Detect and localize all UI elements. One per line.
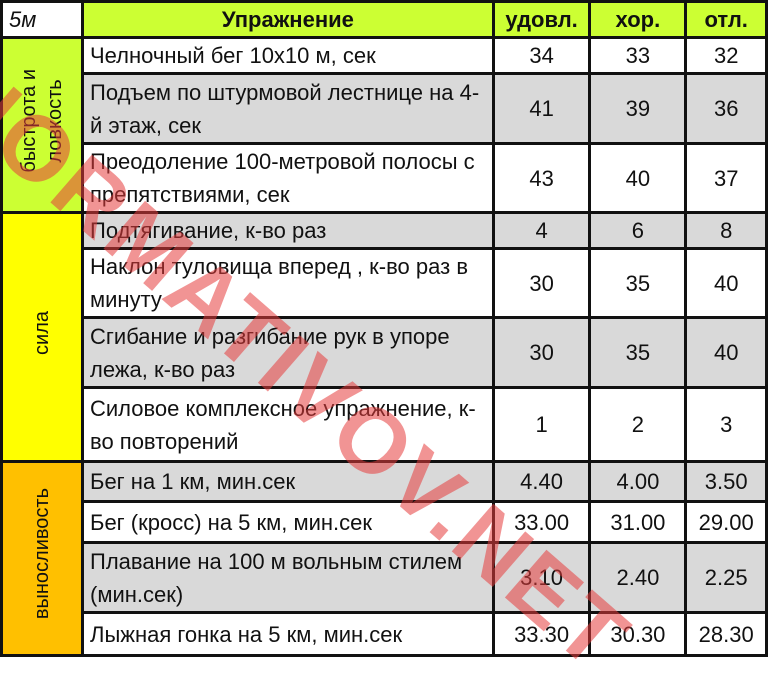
table-row: выносливость Бег на 1 км, мин.сек 4.40 4.00… (0, 460, 768, 657)
exercise-cell: Силовое комплексное упражнение, к-во пов… (81, 386, 495, 463)
grade-value-cell: 33.00 (491, 500, 592, 544)
grade-value-cell: 35 (588, 316, 688, 389)
exercise-cell: Бег на 1 км, мин.сек (81, 460, 495, 503)
table-row: Подъем по штурмовой лестнице на 4-й этаж… (2, 72, 768, 145)
table-row: сила Подтягивание, к-во раз 4 6 8 (0, 211, 768, 463)
table-row: Силовое комплексное упражнение, к-во пов… (2, 386, 768, 463)
standards-table: 5м Упражнение удовл. хор. отл. быстрота … (0, 0, 768, 657)
table-row: Бег (кросс) на 5 км, мин.сек 33.00 31.00 29… (2, 500, 768, 544)
grade-value-cell: 30 (491, 247, 592, 319)
grade-value-cell: 40 (684, 247, 768, 319)
exercise-cell: Сгибание и разгибание рук в упоре лежа, … (81, 316, 495, 389)
category-cell: выносливость (0, 460, 84, 657)
grade-value-cell: 2 (588, 386, 688, 463)
category-label: выносливость (31, 488, 53, 620)
grade-value-cell: 1 (491, 386, 592, 463)
grade-value-cell: 6 (588, 211, 688, 250)
category-cell: быстрота и ловкость (0, 36, 84, 214)
table-row: Преодоление 100-метровой полосы с препят… (2, 142, 768, 214)
exercise-cell: Плавание на 100 м вольным стилем (мин.се… (81, 541, 495, 614)
grade-value-cell: 3.10 (491, 541, 592, 614)
corner-cell: 5м (0, 0, 84, 39)
grade-value-cell: 33.30 (491, 611, 592, 657)
grade-value-cell: 8 (684, 211, 768, 250)
grade-value-cell: 39 (588, 72, 688, 145)
grade-value-cell: 43 (491, 142, 592, 214)
grade-value-cell: 4.00 (588, 460, 688, 503)
header-grade-satisfactory: удовл. (491, 0, 592, 39)
exercise-cell: Подъем по штурмовой лестнице на 4-й этаж… (81, 72, 495, 145)
exercise-cell: Лыжная гонка на 5 км, мин.сек (81, 611, 495, 657)
table-row: Наклон туловища вперед , к-во раз в мину… (2, 247, 768, 319)
grade-value-cell: 2.40 (588, 541, 688, 614)
grade-value-cell: 28.30 (684, 611, 768, 657)
grade-value-cell: 3 (684, 386, 768, 463)
exercise-cell: Челночный бег 10х10 м, сек (81, 36, 495, 75)
header-exercise: Упражнение (81, 0, 495, 39)
table-row: Лыжная гонка на 5 км, мин.сек 33.30 30.30 2… (2, 611, 768, 657)
grade-value-cell: 2.25 (684, 541, 768, 614)
grade-value-cell: 30.30 (588, 611, 688, 657)
grade-value-cell: 3.50 (684, 460, 768, 503)
table-row: быстрота и ловкость Челночный бег 10х10 м… (0, 36, 768, 214)
grade-value-cell: 40 (588, 142, 688, 214)
table-row: Плавание на 100 м вольным стилем (мин.се… (2, 541, 768, 614)
category-cell: сила (0, 211, 84, 463)
category-label: быстрота и ловкость (18, 68, 66, 173)
header-grade-good: хор. (588, 0, 688, 39)
header-grade-excellent: отл. (684, 0, 768, 39)
grade-value-cell: 35 (588, 247, 688, 319)
grade-value-cell: 32 (684, 36, 768, 75)
exercise-cell: Бег (кросс) на 5 км, мин.сек (81, 500, 495, 544)
grade-value-cell: 40 (684, 316, 768, 389)
grade-value-cell: 37 (684, 142, 768, 214)
category-label: сила (31, 310, 53, 355)
exercise-cell: Наклон туловища вперед , к-во раз в мину… (81, 247, 495, 319)
grade-value-cell: 30 (491, 316, 592, 389)
grade-value-cell: 34 (491, 36, 592, 75)
grade-value-cell: 4.40 (491, 460, 592, 503)
grade-value-cell: 4 (491, 211, 592, 250)
exercise-cell: Преодоление 100-метровой полосы с препят… (81, 142, 495, 214)
grade-value-cell: 41 (491, 72, 592, 145)
grade-value-cell: 36 (684, 72, 768, 145)
header-row: 5м Упражнение удовл. хор. отл. (0, 0, 768, 39)
exercise-cell: Подтягивание, к-во раз (81, 211, 495, 250)
grade-value-cell: 29.00 (684, 500, 768, 544)
grade-value-cell: 33 (588, 36, 688, 75)
table-row: Сгибание и разгибание рук в упоре лежа, … (2, 316, 768, 389)
grade-value-cell: 31.00 (588, 500, 688, 544)
